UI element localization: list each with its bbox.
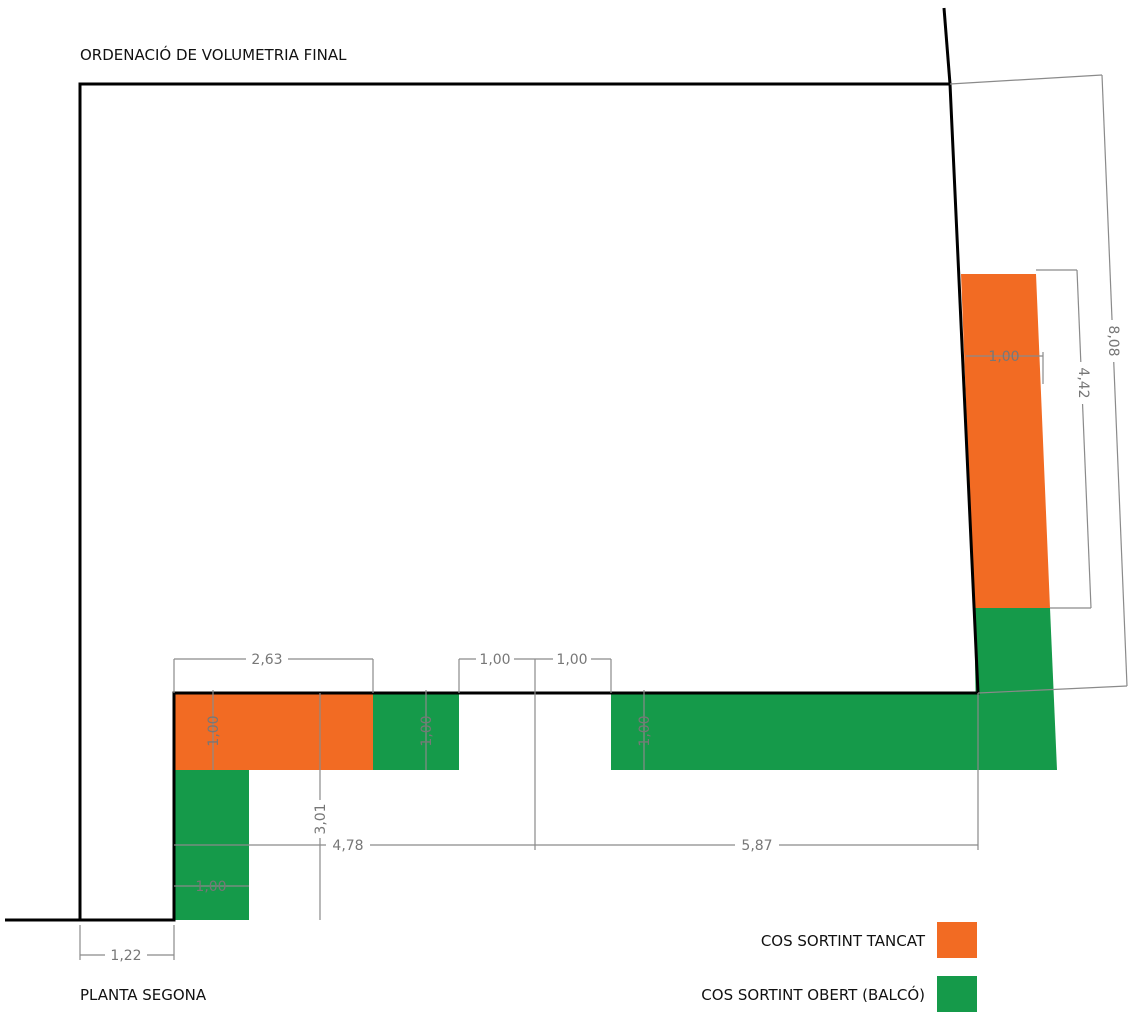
legend-open-swatch [937,976,977,1012]
floor-label: PLANTA SEGONA [80,986,207,1004]
dim-gap-2: 1,00 [556,652,587,668]
dim-front-left-length: 4,78 [332,838,363,854]
dim-left-setback: 1,22 [110,948,141,964]
closed-volume-right [961,274,1050,608]
dim-front-closed-depth: 1,00 [206,715,222,746]
dim-total-right: 8,08 [1105,325,1121,356]
legend-closed-label: COS SORTINT TANCAT [761,932,926,950]
dim-front-open-depth-1: 1,00 [419,715,435,746]
closed-volume-front [174,693,373,770]
dim-closed-right-depth: 1,00 [988,349,1019,365]
legend-closed-swatch [937,922,977,958]
building-outline [5,7,980,922]
outline-wall [5,82,980,922]
legend: COS SORTINT TANCAT COS SORTINT OBERT (BA… [701,922,977,1012]
diagram-title: ORDENACIÓ DE VOLUMETRIA FINAL [80,45,347,64]
boundary-wall [942,7,952,85]
dim-setback-height: 3,01 [313,803,329,834]
dim-left-open-depth: 1,00 [195,879,226,895]
dim-closed-right-length: 4,42 [1075,367,1091,398]
dim-front-right-length: 5,87 [741,838,772,854]
dimension-labels: 2,63 1,00 1,00 1,00 1,00 1,00 3,01 4,78 … [105,320,1123,964]
open-volume-right-corner [974,608,1057,770]
open-volume-front-small [373,693,459,770]
dim-gap-1: 1,00 [479,652,510,668]
volumes [174,274,1057,920]
dim-front-open-depth-2: 1,00 [637,715,653,746]
legend-open-label: COS SORTINT OBERT (BALCÓ) [701,985,925,1004]
open-volume-front-long [611,693,977,770]
dim-front-closed-length: 2,63 [251,652,282,668]
